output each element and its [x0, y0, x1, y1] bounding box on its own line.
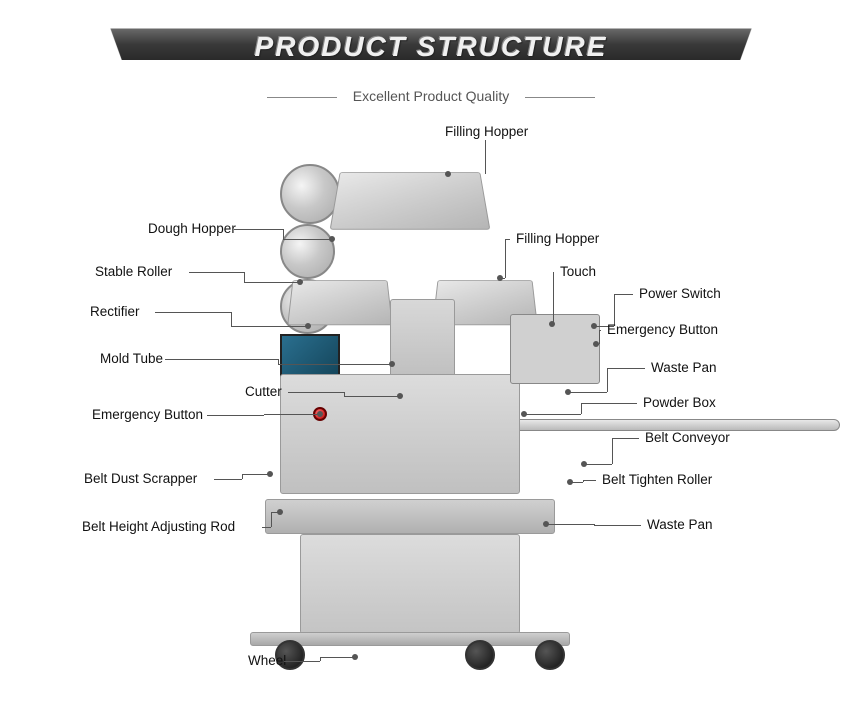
callout-label-l7: Belt Dust Scrapper — [84, 471, 197, 486]
lead-endpoint — [352, 654, 358, 660]
lead-endpoint — [565, 389, 571, 395]
lead-endpoint — [543, 521, 549, 527]
part-drum-top — [280, 164, 340, 224]
lead-line — [546, 524, 594, 525]
lead-endpoint — [549, 321, 555, 327]
lead-line — [288, 392, 344, 393]
callout-label-l4: Mold Tube — [100, 351, 163, 366]
product-diagram: Filling Hopper Dough Hopper Stable Roller R… — [0, 104, 862, 684]
lead-line — [607, 368, 608, 392]
callout-label-r1: Filling Hopper — [516, 231, 599, 246]
part-filling-hopper-top — [330, 172, 491, 230]
lead-line — [264, 414, 320, 415]
part-dough-hopper — [287, 280, 393, 325]
lead-line — [612, 438, 613, 464]
lead-endpoint — [389, 361, 395, 367]
lead-line — [283, 239, 332, 240]
lead-line — [231, 326, 308, 327]
page-subtitle: Excellent Product Quality — [353, 88, 509, 104]
lead-line — [214, 479, 242, 480]
lead-line — [242, 474, 270, 475]
lead-line — [231, 312, 232, 326]
callout-label-r2: Touch — [560, 264, 596, 279]
lead-line — [568, 392, 607, 393]
lead-line — [505, 239, 506, 278]
lead-endpoint — [329, 236, 335, 242]
lead-line — [594, 524, 595, 525]
page-title: PRODUCT STRUCTURE — [151, 20, 711, 63]
part-pedestal — [300, 534, 520, 634]
lead-line — [485, 140, 486, 174]
callout-label-l8: Belt Height Adjusting Rod — [82, 519, 235, 534]
lead-line — [594, 525, 642, 526]
lead-line — [262, 527, 271, 528]
callout-label-l9: Wheel — [248, 653, 286, 668]
lead-line — [234, 229, 283, 230]
lead-endpoint — [497, 275, 503, 281]
callout-label-l2: Stable Roller — [95, 264, 172, 279]
lead-line — [207, 415, 263, 416]
lead-line — [244, 282, 300, 283]
header-banner: PRODUCT STRUCTURE — [151, 20, 711, 70]
lead-line — [553, 272, 554, 324]
lead-endpoint — [297, 279, 303, 285]
lead-endpoint — [317, 411, 323, 417]
callout-label-r4: Emergency Button — [607, 322, 718, 337]
lead-line — [283, 229, 284, 239]
lead-endpoint — [591, 323, 597, 329]
lead-line — [320, 657, 356, 658]
lead-endpoint — [567, 479, 573, 485]
callout-label-top: Filling Hopper — [445, 124, 528, 139]
callout-label-r9: Waste Pan — [647, 517, 713, 532]
callout-label-l5: Cutter — [245, 384, 282, 399]
lead-line — [581, 403, 638, 404]
lead-endpoint — [445, 171, 451, 177]
lead-endpoint — [305, 323, 311, 329]
lead-line — [614, 294, 634, 295]
part-wheel — [465, 640, 495, 670]
lead-line — [278, 364, 392, 365]
part-touch-screen — [280, 334, 340, 379]
callout-label-l3: Rectifier — [90, 304, 140, 319]
lead-line — [612, 438, 640, 439]
lead-endpoint — [521, 411, 527, 417]
part-control-panel — [510, 314, 600, 384]
callout-label-r3: Power Switch — [639, 286, 721, 301]
lead-line — [165, 359, 279, 360]
lead-line — [344, 396, 400, 397]
lead-line — [155, 312, 232, 313]
lead-line — [581, 403, 582, 414]
part-wheel — [535, 640, 565, 670]
lead-endpoint — [277, 509, 283, 515]
part-stable-roller-left — [280, 224, 335, 279]
lead-line — [583, 480, 584, 482]
callout-label-l1: Dough Hopper — [148, 221, 236, 236]
callout-label-r8: Belt Tighten Roller — [602, 472, 712, 487]
lead-line — [284, 661, 320, 662]
callout-label-r6: Powder Box — [643, 395, 716, 410]
lead-line — [584, 464, 612, 465]
page-subtitle-row: Excellent Product Quality — [0, 88, 862, 104]
lead-endpoint — [593, 341, 599, 347]
callout-label-r7: Belt Conveyor — [645, 430, 730, 445]
part-base-tray — [265, 499, 555, 534]
lead-line — [524, 414, 581, 415]
lead-endpoint — [267, 471, 273, 477]
lead-endpoint — [581, 461, 587, 467]
lead-line — [607, 368, 646, 369]
lead-line — [244, 272, 245, 282]
callout-label-l6: Emergency Button — [92, 407, 203, 422]
lead-line — [583, 480, 596, 481]
lead-line — [271, 512, 272, 527]
callout-label-r5: Waste Pan — [651, 360, 717, 375]
lead-line — [189, 272, 245, 273]
lead-endpoint — [397, 393, 403, 399]
